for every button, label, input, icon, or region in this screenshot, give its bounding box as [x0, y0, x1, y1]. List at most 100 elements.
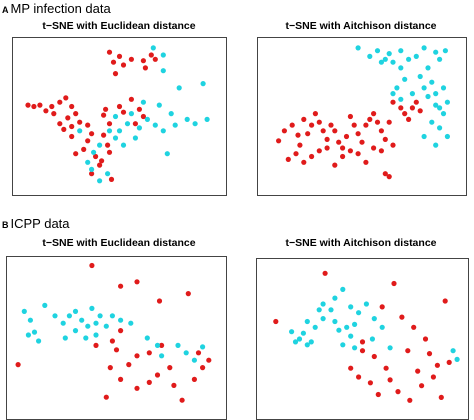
chart-2-series-1-point-2 [281, 128, 287, 134]
chart-2-series-2-point-6 [398, 65, 404, 71]
chart-4-series-1-point-4 [442, 298, 448, 304]
chart-3-series-1-point-17 [179, 397, 185, 403]
chart-4-series-2-point-27 [454, 356, 460, 362]
chart-1-series-2-point-12 [168, 111, 174, 117]
chart-3-series-1-point-14 [118, 376, 124, 382]
chart-2-series-2-point-23 [398, 96, 404, 102]
chart-4-series-2-point-13 [356, 310, 362, 316]
chart-2-series-2-point-31 [444, 133, 450, 140]
chart-4-plot [273, 270, 460, 403]
chart-2-series-1-point-15 [336, 139, 342, 145]
chart-4-series-2-point-14 [363, 301, 369, 307]
chart-1-series-2-point-11 [144, 116, 150, 122]
chart-1-series-1-point-7 [148, 52, 154, 58]
chart-1-series-2-point-8 [128, 111, 134, 117]
chart-1-series-2-point-17 [136, 125, 142, 131]
chart-4-series-1-point-5 [399, 314, 405, 320]
chart-3-series-1-point-25 [191, 376, 197, 382]
chart-2-series-1-point-1 [276, 138, 282, 144]
chart-1-series-1-point-35 [116, 103, 123, 110]
chart-1-series-1-point-27 [89, 131, 95, 137]
chart-1-series-1-point-18 [63, 95, 69, 101]
chart-4-series-2-point-30 [304, 318, 310, 325]
chart-2-series-2-point-20 [402, 76, 408, 82]
chart-1-series-2-point-22 [85, 159, 91, 165]
chart-3-series-2-point-26 [159, 353, 165, 359]
chart-1-series-2-point-31 [160, 128, 166, 134]
chart-1-series-1-point-14 [43, 108, 49, 114]
chart-2-series-2-point-35 [386, 51, 392, 57]
chart-4-series-1-point-24 [411, 324, 417, 330]
chart-4-series-2-point-28 [369, 336, 375, 342]
chart-2-series-1-point-12 [324, 136, 330, 142]
chart-4-series-1-point-2 [391, 280, 397, 287]
chart-1-title: t−SNE with Euclidean distance [42, 20, 196, 32]
chart-3-series-1-point-21 [159, 342, 165, 348]
chart-2-series-1-point-19 [351, 122, 357, 128]
chart-2-series-2-point-18 [444, 99, 450, 105]
chart-4-series-2-point-5 [312, 324, 318, 330]
chart-3-frame [6, 256, 227, 420]
chart-2-series-1-point-22 [363, 122, 369, 128]
chart-2-series-1-point-45 [363, 159, 369, 165]
chart-3-series-2-point-8 [60, 320, 66, 326]
chart-3-series-1-point-1 [89, 262, 95, 269]
chart-2-series-2-point-34 [378, 59, 384, 65]
chart-3-series-1-point-11 [134, 385, 140, 391]
chart-3-series-2-point-13 [89, 305, 95, 311]
chart-1-series-1-point-11 [25, 102, 31, 108]
panel-a-letter: A [2, 5, 9, 15]
panel-b-label: B ICPP data [2, 215, 70, 233]
chart-2-series-1-point-44 [347, 148, 353, 154]
panel-b-letter: B [2, 220, 9, 230]
chart-3-series-1-point-15 [146, 379, 152, 385]
chart-1-series-1-point-4 [120, 62, 127, 68]
chart-1-series-2-point-14 [192, 121, 198, 127]
chart-4-series-2-point-4 [304, 342, 310, 348]
chart-2-series-1-point-23 [367, 116, 373, 122]
chart-3-series-2-point-14 [93, 320, 99, 326]
chart-2-series-2-point-25 [421, 85, 427, 91]
chart-2-series-1-point-16 [340, 145, 346, 151]
chart-4-series-1-point-1 [322, 270, 328, 276]
chart-1-series-2-point-24 [105, 171, 111, 177]
chart-2-series-1-point-26 [378, 128, 384, 134]
chart-3-series-2-point-27 [175, 342, 181, 348]
chart-4-series-1-point-3 [379, 304, 385, 310]
chart-2-title: t−SNE with Aitchison distance [285, 20, 437, 32]
chart-2-series-2-point-1 [355, 45, 361, 51]
chart-2-series-1-point-3 [289, 122, 295, 128]
chart-2-series-2-point-5 [390, 59, 396, 65]
chart-2-series-1-point-49 [386, 174, 392, 180]
chart-1-series-1-point-20 [73, 111, 79, 117]
chart-3-series-1-point-5 [185, 291, 191, 297]
chart-3-series-2-point-16 [103, 323, 109, 329]
chart-3-series-1-point-3 [134, 279, 140, 285]
chart-2-series-1-point-18 [347, 113, 353, 120]
chart-1-series-2-point-10 [124, 121, 131, 127]
chart-1-series-2-point-19 [112, 135, 119, 141]
chart-2-series-1-point-9 [312, 111, 318, 117]
panel-a-title: MP infection data [10, 1, 111, 16]
chart-2-series-1-point-5 [297, 142, 303, 148]
chart-4-series-1-point-9 [371, 353, 377, 360]
chart-3-series-1-point-27 [118, 328, 124, 334]
chart-1-series-1-point-2 [116, 53, 123, 59]
chart-1-series-1-point-30 [106, 149, 113, 155]
chart-2-series-2-point-19 [437, 105, 443, 111]
chart-3-series-2-point-4 [25, 332, 31, 338]
chart-3-series-2-point-19 [83, 335, 89, 341]
chart-1-series-2-point-13 [184, 116, 190, 122]
chart-2-series-2-point-8 [413, 53, 419, 59]
chart-4-title: t−SNE with Aitchison distance [285, 237, 437, 249]
chart-1-series-2-point-23 [89, 166, 95, 172]
chart-2-series-1-point-8 [309, 122, 315, 128]
chart-4-series-2-point-12 [348, 304, 354, 310]
chart-1-series-1-point-8 [152, 56, 158, 62]
chart-3-series-2-point-5 [36, 338, 42, 344]
chart-4-series-1-point-6 [422, 336, 429, 342]
chart-2-series-1-point-31 [402, 111, 408, 117]
chart-3-series-1-point-8 [109, 338, 115, 344]
chart-3-series-1-point-10 [126, 362, 132, 368]
chart-1-series-1-point-40 [132, 121, 138, 127]
